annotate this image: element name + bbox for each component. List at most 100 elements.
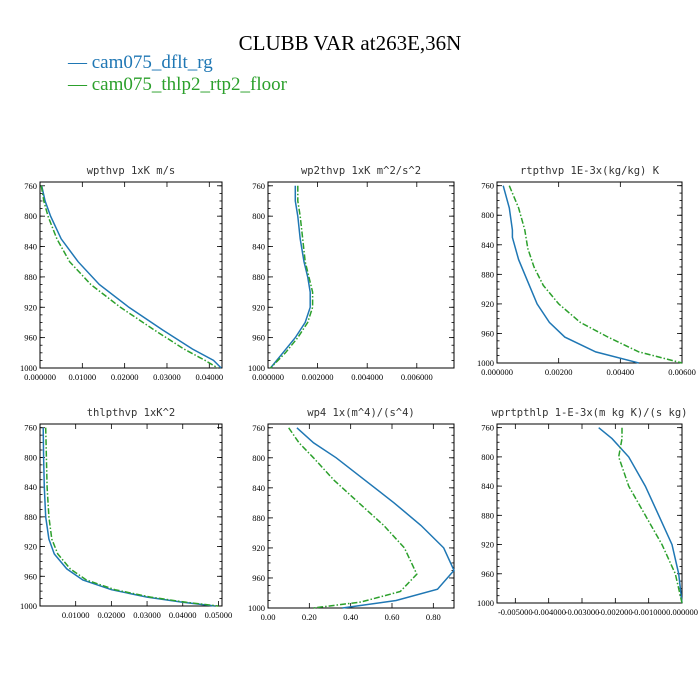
- x-tick-label: 0.006000: [401, 372, 433, 382]
- series-line: [269, 185, 314, 369]
- y-tick-label: 840: [24, 482, 37, 492]
- panel-title: wprtpthlp 1-E-3x(m kg K)/(s kg): [492, 407, 688, 419]
- y-tick-label: 1000: [248, 363, 265, 373]
- chart-panel: wp2thvp 1xK m^2/s^2 760 800 840 880 920 960 100…: [248, 165, 455, 382]
- x-tick-label: 0.03000: [153, 372, 181, 382]
- panel-title: thlpthvp 1xK^2: [87, 407, 176, 419]
- y-tick-label: 840: [252, 242, 265, 252]
- y-tick-label: 920: [252, 302, 265, 312]
- panel-title: rtpthvp 1E-3x(kg/kg) K: [520, 165, 660, 177]
- panel-title: wp2thvp 1xK m^2/s^2: [301, 165, 421, 177]
- y-tick-label: 760: [252, 423, 265, 433]
- chart-panel: wpthvp 1xK m/s 760 800 840 880 920 960 10000.00…: [20, 165, 223, 382]
- y-tick-label: 920: [24, 302, 37, 312]
- y-tick-label: 800: [481, 452, 494, 462]
- x-tick-label: -0.005000: [498, 607, 533, 617]
- x-tick-label: 0.000000: [481, 367, 513, 377]
- y-tick-label: 760: [24, 181, 37, 191]
- chart-panel: wprtpthlp 1-E-3x(m kg K)/(s kg) 760 800 840…: [477, 407, 698, 617]
- y-tick-label: 920: [24, 542, 37, 552]
- chart-panels: wpthvp 1xK m/s76080084088092096010000.00…: [20, 165, 698, 622]
- legend-entry: — cam075_dflt_rg: [67, 52, 213, 73]
- x-tick-label: 0.000000: [24, 372, 56, 382]
- y-tick-label: 840: [481, 481, 494, 491]
- chart-panel: wp4 1x(m^4)/(s^4)76080084088092096010000…: [248, 407, 455, 622]
- y-tick-label: 1000: [20, 601, 37, 611]
- x-tick-label: 0.002000: [302, 372, 334, 382]
- figure-title: CLUBB VAR at263E,36N: [239, 31, 462, 55]
- y-tick-label: 760: [481, 423, 494, 433]
- x-tick-label: 0.01000: [62, 610, 90, 620]
- y-tick-label: 800: [481, 210, 494, 220]
- y-tick-label: 840: [252, 483, 265, 493]
- x-tick-label: 0.03000: [133, 610, 161, 620]
- plot-frame: [496, 423, 683, 604]
- x-tick-label: 0.04000: [169, 610, 197, 620]
- x-tick-label: 0.05000: [205, 610, 233, 620]
- series-line: [296, 427, 455, 609]
- series-line: [40, 185, 222, 369]
- legend-entry: — cam075_thlp2_rtp2_floor: [67, 74, 288, 95]
- y-tick-label: 1000: [248, 603, 265, 613]
- y-tick-label: 760: [252, 181, 265, 191]
- x-tick-label: 0.04000: [195, 372, 223, 382]
- x-tick-label: 0.00600: [668, 367, 696, 377]
- y-tick-label: 880: [24, 512, 37, 522]
- series-line: [502, 185, 639, 364]
- y-tick-label: 880: [252, 272, 265, 282]
- x-tick-label: 0.60: [385, 612, 400, 622]
- x-tick-label: -0.003000: [565, 607, 600, 617]
- chart-panel: rtpthvp 1E-3x(kg/kg) K 760 800 840 880 920 960…: [477, 165, 696, 377]
- plot-frame: [267, 181, 455, 369]
- panel-title: wp4 1x(m^4)/(s^4): [307, 407, 414, 419]
- plot-frame: [39, 423, 223, 607]
- x-tick-label: 0.00400: [607, 367, 635, 377]
- y-tick-label: 960: [252, 333, 265, 343]
- y-tick-label: 800: [24, 452, 37, 462]
- x-tick-label: 0.000000: [666, 607, 698, 617]
- x-tick-label: -0.004000: [531, 607, 566, 617]
- y-tick-label: 800: [252, 211, 265, 221]
- y-tick-label: 960: [481, 328, 494, 338]
- y-tick-label: 760: [481, 181, 494, 191]
- y-tick-label: 880: [481, 510, 494, 520]
- y-tick-label: 960: [24, 571, 37, 581]
- series-line: [508, 185, 683, 364]
- y-tick-label: 880: [252, 513, 265, 523]
- plot-frame: [496, 181, 683, 364]
- y-tick-label: 920: [481, 299, 494, 309]
- x-tick-label: 0.01000: [69, 372, 97, 382]
- y-tick-label: 1000: [477, 598, 494, 608]
- x-tick-label: 0.20: [302, 612, 317, 622]
- series-line: [617, 427, 683, 604]
- series-line: [40, 185, 219, 369]
- y-tick-label: 920: [481, 540, 494, 550]
- series-line: [598, 427, 683, 604]
- x-tick-label: 0.00: [261, 612, 276, 622]
- y-tick-label: 880: [481, 269, 494, 279]
- series-line: [269, 185, 311, 369]
- chart-panel: thlpthvp 1xK^2 760 800 840 880 920 960 1000 0.01…: [20, 407, 232, 620]
- y-tick-label: 800: [252, 453, 265, 463]
- y-tick-label: 960: [481, 569, 494, 579]
- y-tick-label: 840: [481, 240, 494, 250]
- y-tick-label: 1000: [20, 363, 37, 373]
- y-tick-label: 960: [24, 333, 37, 343]
- y-tick-label: 920: [252, 543, 265, 553]
- legend: — cam075_dflt_rg — cam075_thlp2_rtp2_flo…: [67, 52, 288, 95]
- x-tick-label: -0.002000: [598, 607, 633, 617]
- plot-frame: [267, 423, 455, 609]
- x-tick-label: 0.00200: [545, 367, 573, 377]
- x-tick-label: -0.001000: [631, 607, 666, 617]
- plot-frame: [39, 181, 223, 369]
- x-tick-label: 0.000000: [252, 372, 284, 382]
- y-tick-label: 840: [24, 242, 37, 252]
- x-tick-label: 0.02000: [98, 610, 126, 620]
- x-tick-label: 0.02000: [111, 372, 139, 382]
- series-line: [288, 427, 418, 609]
- y-tick-label: 800: [24, 211, 37, 221]
- series-line: [42, 427, 215, 607]
- x-tick-label: 0.40: [343, 612, 358, 622]
- y-tick-label: 960: [252, 573, 265, 583]
